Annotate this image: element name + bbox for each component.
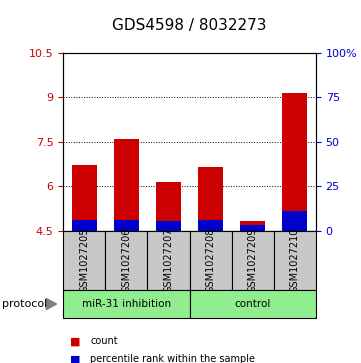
Bar (190, 290, 316, 318)
Bar (282, 211, 308, 231)
Bar (71, 165, 97, 231)
Bar (63, 231, 105, 290)
Text: GSM1027205: GSM1027205 (79, 228, 89, 293)
Bar (282, 93, 308, 231)
Bar (232, 231, 274, 290)
Text: percentile rank within the sample: percentile rank within the sample (90, 354, 255, 363)
Bar (198, 220, 223, 231)
Text: control: control (235, 299, 271, 309)
Text: count: count (90, 336, 118, 346)
Text: GSM1027206: GSM1027206 (121, 228, 131, 293)
Bar (190, 231, 232, 290)
Text: protocol: protocol (2, 299, 47, 309)
Text: ■: ■ (70, 354, 81, 363)
Text: GSM1027208: GSM1027208 (205, 228, 216, 293)
Text: GSM1027207: GSM1027207 (164, 228, 174, 293)
Text: GSM1027210: GSM1027210 (290, 228, 300, 293)
Text: ■: ■ (70, 336, 81, 346)
Text: GSM1027209: GSM1027209 (248, 228, 258, 293)
Bar (198, 167, 223, 231)
Bar (114, 220, 139, 231)
Bar (63, 290, 190, 318)
Bar (114, 139, 139, 231)
Bar (240, 221, 265, 231)
Bar (274, 231, 316, 290)
Polygon shape (46, 298, 57, 310)
Text: GDS4598 / 8032273: GDS4598 / 8032273 (112, 18, 267, 33)
Bar (156, 182, 181, 231)
Bar (147, 231, 190, 290)
Bar (71, 220, 97, 231)
Text: miR-31 inhibition: miR-31 inhibition (82, 299, 171, 309)
Bar (105, 231, 147, 290)
Bar (240, 225, 265, 231)
Bar (156, 221, 181, 231)
